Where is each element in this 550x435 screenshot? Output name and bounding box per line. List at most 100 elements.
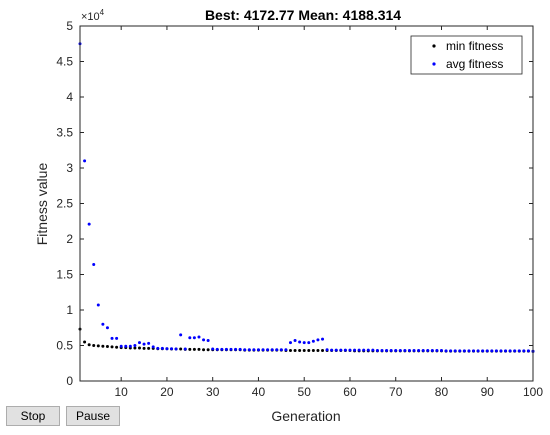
data-point xyxy=(87,343,91,347)
data-point xyxy=(192,347,196,351)
y-tick-label: 4.5 xyxy=(56,55,73,69)
x-tick-label: 20 xyxy=(160,385,174,399)
data-point xyxy=(389,348,393,352)
legend: min fitness avg fitness xyxy=(410,35,523,75)
data-point xyxy=(83,340,87,344)
data-point xyxy=(403,348,407,352)
data-point xyxy=(133,344,137,347)
legend-marker-avg-fitness xyxy=(432,62,436,66)
data-point xyxy=(101,322,105,326)
data-point xyxy=(156,346,160,350)
data-point xyxy=(343,348,347,352)
data-point xyxy=(92,263,96,267)
data-point xyxy=(298,340,302,344)
data-point xyxy=(142,342,146,346)
x-tick-label: 40 xyxy=(252,385,266,399)
data-point xyxy=(302,341,306,345)
data-point xyxy=(220,347,224,351)
series-min-fitness xyxy=(78,327,535,353)
data-point xyxy=(151,345,155,349)
data-point xyxy=(426,348,430,352)
x-tick-label: 50 xyxy=(298,385,312,399)
data-point xyxy=(526,349,530,353)
data-point xyxy=(170,347,174,351)
y-tick-label: 5 xyxy=(66,19,73,33)
data-point xyxy=(311,348,315,352)
data-point xyxy=(293,348,297,352)
y-tick-label: 0 xyxy=(66,374,73,388)
data-point xyxy=(229,347,233,351)
data-point xyxy=(449,349,453,353)
legend-label-avg-fitness: avg fitness xyxy=(446,57,503,71)
legend-label-min-fitness: min fitness xyxy=(446,39,503,53)
x-tick-label: 90 xyxy=(481,385,495,399)
data-point xyxy=(467,349,471,353)
data-point xyxy=(394,348,398,352)
data-point xyxy=(137,346,141,350)
data-point xyxy=(421,348,425,352)
data-point xyxy=(316,348,320,352)
data-point xyxy=(288,348,292,352)
data-point xyxy=(160,346,164,350)
data-point xyxy=(202,348,206,352)
data-point xyxy=(458,349,462,353)
y-tick-label: 0.5 xyxy=(56,339,73,353)
pause-button[interactable]: Pause xyxy=(66,406,120,426)
data-markers xyxy=(78,42,535,353)
data-point xyxy=(508,349,512,353)
y-tick-label: 2 xyxy=(66,232,73,246)
data-point xyxy=(124,344,128,348)
data-point xyxy=(115,336,119,340)
data-point xyxy=(398,348,402,352)
data-point xyxy=(261,348,265,352)
x-tick-label: 70 xyxy=(389,385,403,399)
data-point xyxy=(307,341,311,345)
data-point xyxy=(179,347,183,351)
y-tick-label: 1 xyxy=(66,303,73,317)
data-point xyxy=(206,348,210,352)
data-point xyxy=(101,344,105,348)
data-point xyxy=(293,339,297,343)
data-point xyxy=(430,348,434,352)
data-point xyxy=(485,349,489,353)
y-axis-exponent-base: ×10 xyxy=(81,11,100,23)
data-point xyxy=(504,349,508,353)
data-point xyxy=(453,349,457,353)
data-point xyxy=(92,344,96,347)
data-point xyxy=(115,345,119,349)
data-point xyxy=(252,348,256,352)
data-point xyxy=(270,348,274,352)
data-point xyxy=(266,348,270,352)
stop-button[interactable]: Stop xyxy=(6,406,60,426)
data-point xyxy=(334,348,338,352)
data-point xyxy=(192,336,196,340)
data-point xyxy=(444,349,448,353)
y-axis-exponent-power: 4 xyxy=(100,8,105,17)
data-point xyxy=(197,335,201,339)
data-point xyxy=(179,333,183,337)
data-point xyxy=(348,348,352,352)
data-point xyxy=(183,347,187,351)
data-point xyxy=(353,348,357,352)
data-point xyxy=(284,348,288,352)
data-point xyxy=(165,347,169,351)
y-tick-label: 1.5 xyxy=(56,268,73,282)
data-point xyxy=(330,348,334,352)
data-point xyxy=(362,348,366,352)
data-point xyxy=(311,339,315,343)
data-point xyxy=(288,341,292,345)
data-point xyxy=(316,338,320,342)
data-point xyxy=(522,349,526,353)
data-point xyxy=(339,348,343,352)
data-point xyxy=(211,347,215,351)
series-avg-fitness xyxy=(78,42,535,353)
data-point xyxy=(256,348,260,352)
data-point xyxy=(517,349,521,353)
data-point xyxy=(174,347,178,351)
data-point xyxy=(385,348,389,352)
data-point xyxy=(462,349,466,353)
data-point xyxy=(472,349,476,353)
data-point xyxy=(476,349,480,353)
data-point xyxy=(96,303,100,307)
data-point xyxy=(133,346,137,350)
